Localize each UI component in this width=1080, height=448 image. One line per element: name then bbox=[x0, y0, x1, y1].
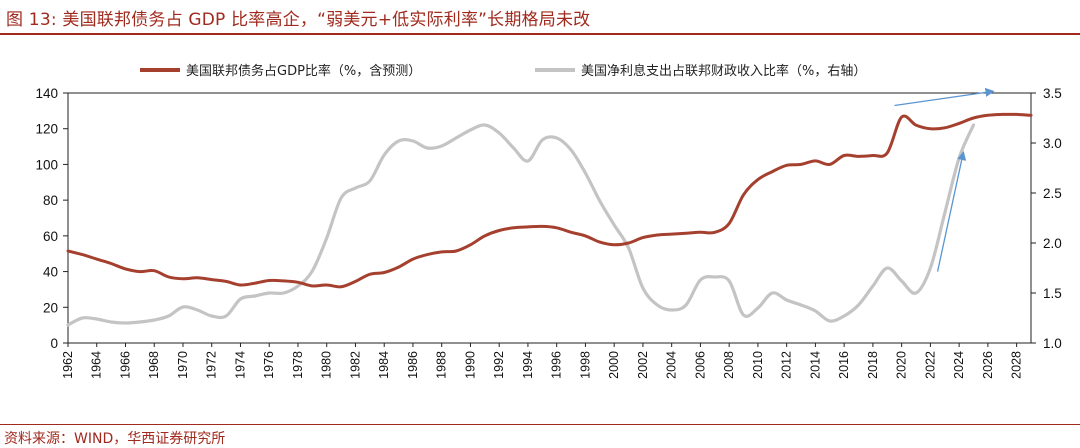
x-axis-tick-label: 1994 bbox=[521, 351, 535, 379]
x-axis-tick-label: 2000 bbox=[607, 351, 621, 379]
series-layer bbox=[66, 112, 1033, 327]
x-axis-tick-label: 2012 bbox=[780, 351, 794, 379]
x-axis-tick-label: 1972 bbox=[205, 351, 219, 379]
left-axis-tick-label: 0 bbox=[50, 336, 58, 351]
x-axis-tick-label: 2010 bbox=[751, 351, 765, 379]
right-axis-tick-label: 3.5 bbox=[1043, 86, 1062, 101]
x-axis-tick-label: 2018 bbox=[866, 351, 880, 379]
x-axis-tick-label: 2020 bbox=[895, 351, 909, 379]
x-axis-tick-label: 2002 bbox=[636, 351, 650, 379]
legend-label-interest: 美国净利息支出占联邦财政收入比率（%，右轴） bbox=[581, 63, 866, 79]
annotation-layer bbox=[894, 87, 995, 272]
x-axis-tick-label: 1974 bbox=[233, 351, 247, 379]
plot-area-frame bbox=[67, 92, 1032, 344]
x-axis-tick-label: 1998 bbox=[578, 351, 592, 379]
left-axis: 0 20 40 60 80 100 120 140 bbox=[35, 86, 68, 351]
legend: 美国联邦债务占GDP比率（%，含预测） 美国净利息支出占联邦财政收入比率（%，右… bbox=[140, 63, 866, 79]
right-axis: 1.0 1.5 2.0 2.5 3.0 3.5 bbox=[1031, 86, 1062, 351]
x-axis-tick-label: 1978 bbox=[291, 351, 305, 379]
left-axis-tick-label: 120 bbox=[35, 122, 58, 137]
right-axis-tick-label: 3.0 bbox=[1043, 136, 1062, 151]
x-axis-tick-label: 1982 bbox=[348, 351, 362, 379]
right-axis-tick-label: 2.5 bbox=[1043, 186, 1062, 201]
trend-arrow-2 bbox=[936, 151, 967, 272]
x-axis: 1962 1964 1966 1968 1970 1972 1974 1976 1978 1980… bbox=[61, 343, 1024, 379]
x-axis-tick-label: 1990 bbox=[463, 351, 477, 379]
line-chart: 美国联邦债务占GDP比率（%，含预测） 美国净利息支出占联邦财政收入比率（%，右… bbox=[35, 63, 1062, 379]
figure-title: 图 13: 美国联邦债务占 GDP 比率高企，“弱美元+低实际利率”长期格局未改 bbox=[6, 10, 591, 30]
trend-arrow-1 bbox=[894, 87, 995, 107]
x-axis-tick-label: 1988 bbox=[435, 351, 449, 379]
series-line-interest-ratio bbox=[66, 123, 976, 327]
x-axis-tick-label: 2026 bbox=[981, 351, 995, 379]
x-axis-tick-label: 1980 bbox=[320, 351, 334, 379]
x-axis-tick-label: 2016 bbox=[837, 351, 851, 379]
legend-label-debt: 美国联邦债务占GDP比率（%，含预测） bbox=[186, 63, 421, 79]
left-axis-tick-label: 60 bbox=[43, 229, 58, 244]
x-axis-tick-label: 1970 bbox=[176, 351, 190, 379]
x-axis-tick-label: 2024 bbox=[952, 351, 966, 379]
left-axis-tick-label: 40 bbox=[43, 265, 58, 280]
title-divider bbox=[0, 33, 1080, 35]
x-axis-tick-label: 2004 bbox=[665, 351, 679, 379]
x-axis-tick-label: 1986 bbox=[406, 351, 420, 379]
x-axis-tick-label: 1992 bbox=[492, 351, 506, 379]
x-axis-tick-label: 2028 bbox=[1010, 351, 1024, 379]
x-axis-tick-label: 2014 bbox=[808, 351, 822, 379]
x-axis-tick-label: 1984 bbox=[377, 351, 391, 379]
x-axis-tick-label: 1966 bbox=[118, 351, 132, 379]
right-axis-tick-label: 2.0 bbox=[1043, 236, 1062, 251]
x-axis-tick-label: 1976 bbox=[262, 351, 276, 379]
x-axis-tick-label: 1964 bbox=[90, 351, 104, 379]
source-note: 资料来源：WIND，华西证券研究所 bbox=[4, 431, 226, 447]
left-axis-tick-label: 140 bbox=[35, 86, 58, 101]
x-axis-tick-label: 1962 bbox=[61, 351, 75, 379]
x-axis-tick-label: 2022 bbox=[923, 351, 937, 379]
left-axis-tick-label: 100 bbox=[35, 157, 58, 172]
series-line-debt-ratio bbox=[66, 112, 1033, 289]
footer-divider bbox=[0, 424, 1080, 425]
x-axis-tick-label: 1968 bbox=[147, 351, 161, 379]
x-axis-tick-label: 1996 bbox=[550, 351, 564, 379]
left-axis-tick-label: 80 bbox=[43, 193, 58, 208]
right-axis-tick-label: 1.0 bbox=[1043, 336, 1062, 351]
x-axis-tick-label: 2008 bbox=[722, 351, 736, 379]
x-axis-tick-label: 2006 bbox=[693, 351, 707, 379]
right-axis-tick-label: 1.5 bbox=[1043, 286, 1062, 301]
left-axis-tick-label: 20 bbox=[43, 300, 58, 315]
